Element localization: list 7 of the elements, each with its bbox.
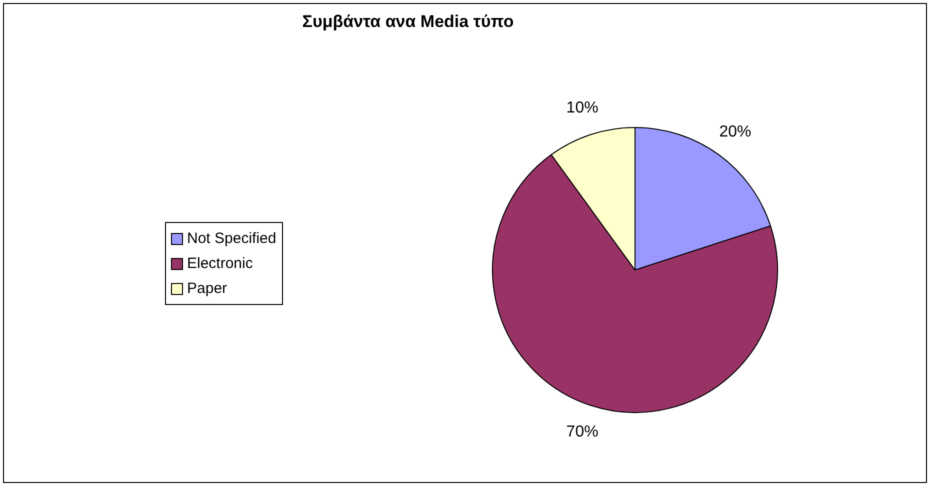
- chart-title: Συμβάντα ανα Media τύπο: [301, 12, 515, 32]
- legend-label: Not Specified: [187, 230, 276, 247]
- data-label: 10%: [566, 99, 598, 116]
- legend-label: Paper: [187, 280, 228, 297]
- legend-label: Electronic: [187, 255, 253, 272]
- data-label: 20%: [719, 123, 752, 140]
- data-label: 70%: [566, 424, 598, 441]
